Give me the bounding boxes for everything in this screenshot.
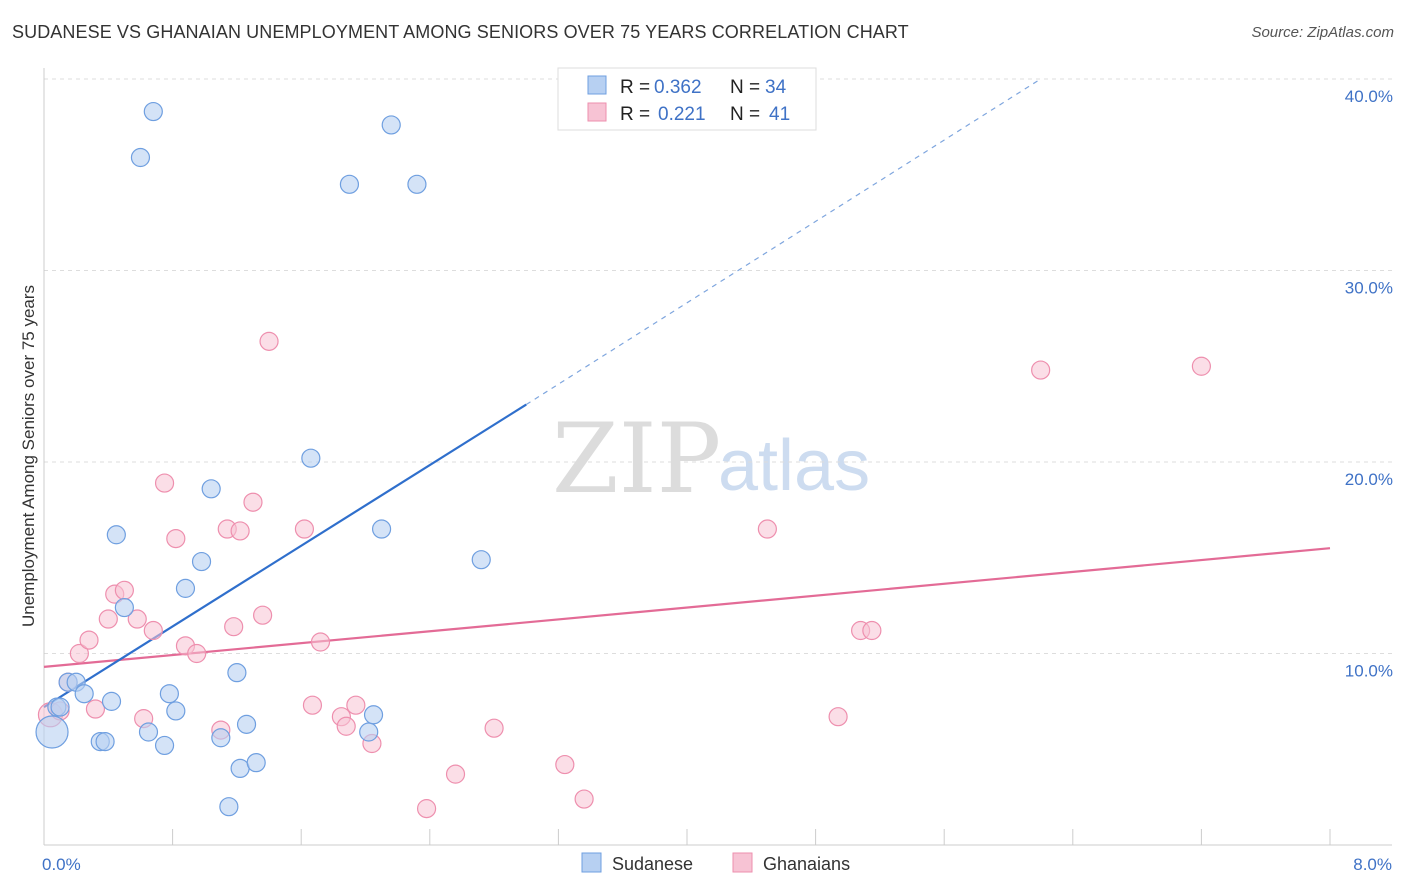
ghanaians-point xyxy=(302,695,323,715)
gridlines xyxy=(44,78,1392,654)
ghanaians-point xyxy=(114,580,134,600)
sudanese-points xyxy=(35,101,491,817)
y-axis-title: Unemployment Among Seniors over 75 years xyxy=(19,285,38,627)
y-tick-label-20: 20.0% xyxy=(1345,470,1393,489)
sudanese-point xyxy=(201,479,221,499)
ghanaians-point xyxy=(127,609,147,629)
ghanaians-point xyxy=(346,695,366,715)
sudanese-point xyxy=(138,722,159,742)
legend-r-value-sudanese: 0.362 xyxy=(654,77,702,98)
x-tick-label-max: 8.0% xyxy=(1353,855,1392,874)
y-tick-label-10: 10.0% xyxy=(1345,662,1393,681)
bottom-legend-label-ghanaians: Ghanaians xyxy=(763,854,850,874)
ghanaians-point xyxy=(166,528,186,549)
ghanaians-point xyxy=(1191,356,1212,376)
sudanese-point xyxy=(230,758,250,779)
watermark-zip: ZIP xyxy=(552,403,721,515)
bottom-legend-swatch-ghanaians xyxy=(732,852,753,873)
ghanaians-point xyxy=(69,643,89,664)
trend-lines xyxy=(43,78,1331,709)
sudanese-point xyxy=(159,684,179,704)
legend-r-value-ghanaians: 0.221 xyxy=(658,104,706,125)
sudanese-point xyxy=(191,551,212,572)
ghanaians-point xyxy=(555,754,575,775)
ghanaians-point xyxy=(1031,360,1051,380)
sudanese-point xyxy=(154,735,175,756)
ghanaians-point xyxy=(336,716,356,736)
y-tick-labels: 10.0% 20.0% 30.0% 40.0% xyxy=(1345,87,1393,681)
x-tick-label-min: 0.0% xyxy=(42,855,81,874)
legend-n-value-sudanese: 34 xyxy=(765,77,787,98)
ghanaians-point xyxy=(154,473,175,493)
bottom-legend-swatch-sudanese xyxy=(581,852,602,873)
chart-title: SUDANESE VS GHANAIAN UNEMPLOYMENT AMONG … xyxy=(12,22,909,42)
sudanese-point xyxy=(227,663,247,683)
sudanese-point xyxy=(114,597,134,618)
sudanese-trend-line xyxy=(43,403,527,709)
watermark-atlas: atlas xyxy=(718,426,870,506)
ghanaians-point xyxy=(574,789,594,809)
ghanaians-point xyxy=(310,632,331,652)
ghanaians-point xyxy=(187,643,207,664)
sudanese-point xyxy=(106,525,126,545)
sudanese-point xyxy=(301,448,321,468)
legend-n-value-ghanaians: 41 xyxy=(769,104,790,125)
ghanaians-point xyxy=(143,620,163,641)
sudanese-point xyxy=(236,714,257,734)
y-tick-label-30: 30.0% xyxy=(1345,279,1393,298)
ghanaians-point xyxy=(79,630,99,650)
legend-r-label-ghanaians: R = xyxy=(620,104,650,125)
ghanaians-point xyxy=(85,699,106,719)
ghanaians-point xyxy=(445,764,466,784)
sudanese-point xyxy=(363,705,384,725)
sudanese-point xyxy=(407,174,427,194)
ghanaians-point xyxy=(243,492,263,512)
ghanaians-point xyxy=(98,609,118,629)
sudanese-point xyxy=(101,691,122,711)
correlation-legend: R = 0.362 N = 34 R = 0.221 N = 41 xyxy=(557,67,817,131)
y-tick-label-40: 40.0% xyxy=(1345,87,1393,106)
sudanese-point xyxy=(339,174,360,194)
legend-swatch-ghanaians xyxy=(587,102,607,122)
ghanaians-point xyxy=(757,519,777,539)
sudanese-point xyxy=(74,684,94,704)
sudanese-point xyxy=(471,550,491,570)
series-legend: Sudanese Ghanaians xyxy=(581,852,850,874)
source-credit: Source: ZipAtlas.com xyxy=(1251,24,1394,41)
sudanese-point xyxy=(50,697,70,717)
bottom-legend-label-sudanese: Sudanese xyxy=(612,854,693,874)
legend-r-label-sudanese: R = xyxy=(620,77,650,98)
sudanese-point xyxy=(246,753,266,773)
sudanese-trend-extension xyxy=(525,78,1041,406)
sudanese-point xyxy=(130,147,151,168)
sudanese-point xyxy=(95,731,115,752)
sudanese-point xyxy=(211,728,231,748)
legend-swatch-sudanese xyxy=(587,75,607,95)
legend-n-label-ghanaians: N = xyxy=(730,104,760,125)
sudanese-point xyxy=(371,519,392,539)
sudanese-point xyxy=(143,101,163,122)
legend-n-label-sudanese: N = xyxy=(730,77,760,98)
sudanese-point xyxy=(166,701,186,721)
ghanaians-point xyxy=(416,799,437,819)
ghanaians-point xyxy=(862,620,882,641)
ghanaians-point xyxy=(224,617,244,637)
sudanese-point xyxy=(359,722,379,742)
ghanaians-point xyxy=(230,521,250,541)
ghanaians-point xyxy=(253,605,273,625)
sudanese-point xyxy=(175,578,196,598)
sudanese-point xyxy=(381,115,401,135)
ghanaians-point xyxy=(828,707,848,727)
sudanese-point xyxy=(35,715,69,749)
ghanaians-point xyxy=(294,519,315,539)
ghanaians-trend-line xyxy=(43,547,1331,669)
sudanese-point xyxy=(219,797,239,817)
ghanaians-point xyxy=(484,718,504,738)
ghanaians-point xyxy=(259,331,279,351)
